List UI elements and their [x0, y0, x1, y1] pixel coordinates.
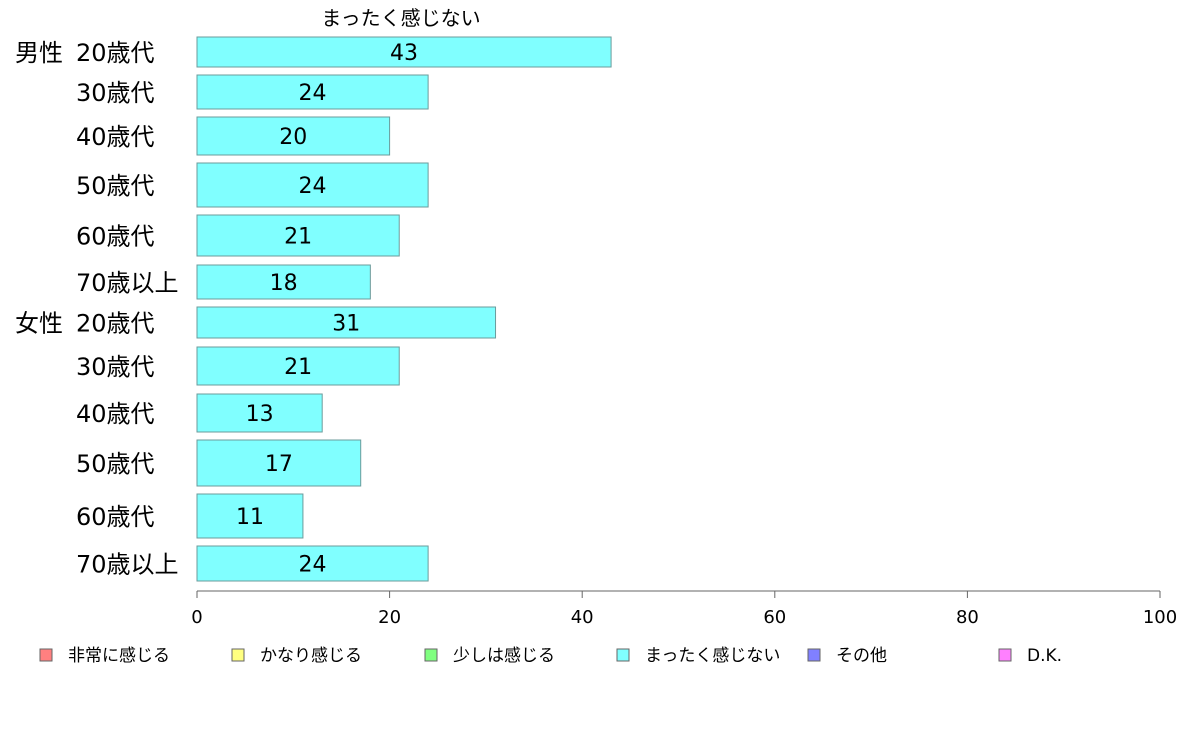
- legend-label: その他: [836, 646, 887, 666]
- legend-swatch: [424, 648, 438, 662]
- bar-female-5: [196, 493, 304, 539]
- x-tick-label: 20: [378, 607, 401, 628]
- legend: 非常に感じる かなり感じる 少しは感じる まったく感じない その他 D.K.: [39, 646, 1062, 666]
- category-label: 20歳代: [76, 39, 155, 67]
- category-label: 50歳代: [76, 450, 155, 478]
- bar-male-1: [196, 36, 612, 68]
- bar-male-6: [196, 264, 371, 300]
- bar-value-label: 11: [236, 505, 264, 530]
- bar-female-3: [196, 393, 323, 433]
- category-label: 60歳代: [76, 503, 155, 531]
- group-label: 女性: [15, 310, 63, 338]
- group-label: 男性: [15, 39, 63, 67]
- legend-label: まったく感じない: [645, 646, 780, 666]
- legend-label: D.K.: [1027, 646, 1062, 666]
- category-label: 30歳代: [76, 353, 155, 381]
- bar-value-label: 17: [265, 452, 293, 477]
- x-tick-label: 0: [191, 607, 202, 628]
- bar-value-label: 21: [284, 355, 312, 380]
- bar-value-label: 21: [284, 225, 312, 250]
- category-label: 30歳代: [76, 79, 155, 107]
- category-label: 40歳代: [76, 400, 155, 428]
- legend-swatch: [807, 648, 821, 662]
- legend-swatch: [39, 648, 53, 662]
- x-tick-label: 80: [956, 607, 979, 628]
- bar-value-label: 24: [299, 81, 327, 106]
- category-label: 50歳代: [76, 172, 155, 200]
- x-axis: 0 20 40 60 80 100: [191, 590, 1177, 628]
- bar-female-2: [196, 346, 400, 386]
- legend-label: 少しは感じる: [453, 646, 555, 666]
- legend-label: 非常に感じる: [68, 646, 170, 666]
- category-label: 70歳以上: [76, 551, 179, 579]
- bar-value-label: 43: [390, 41, 418, 66]
- bar-value-label: 31: [332, 312, 360, 337]
- bar-value-label: 24: [299, 553, 327, 578]
- bar-male-4: [196, 162, 429, 208]
- category-label: 20歳代: [76, 310, 155, 338]
- bar-female-1: [196, 306, 497, 339]
- category-label: 70歳以上: [76, 269, 179, 297]
- bar-area: 4320歳代男性2430歳代2040歳代2450歳代2160歳代1870歳以上3…: [15, 36, 612, 582]
- category-label: 40歳代: [76, 123, 155, 151]
- bar-male-5: [196, 214, 400, 257]
- legend-swatch: [616, 648, 630, 662]
- x-tick-label: 60: [763, 607, 786, 628]
- x-tick-label: 40: [571, 607, 594, 628]
- bar-male-3: [196, 116, 391, 156]
- x-tick-label: 100: [1143, 607, 1177, 628]
- legend-swatch: [998, 648, 1012, 662]
- category-label: 60歳代: [76, 223, 155, 251]
- bar-female-6: [196, 545, 429, 582]
- bar-male-2: [196, 74, 429, 110]
- bar-value-label: 24: [299, 174, 327, 199]
- bar-value-label: 20: [279, 125, 307, 150]
- bar-value-label: 18: [270, 271, 298, 296]
- bar-female-4: [196, 439, 362, 487]
- bar-value-label: 13: [246, 402, 274, 427]
- chart-title: まったく感じない: [321, 6, 480, 30]
- legend-label: かなり感じる: [260, 646, 362, 666]
- legend-swatch: [231, 648, 245, 662]
